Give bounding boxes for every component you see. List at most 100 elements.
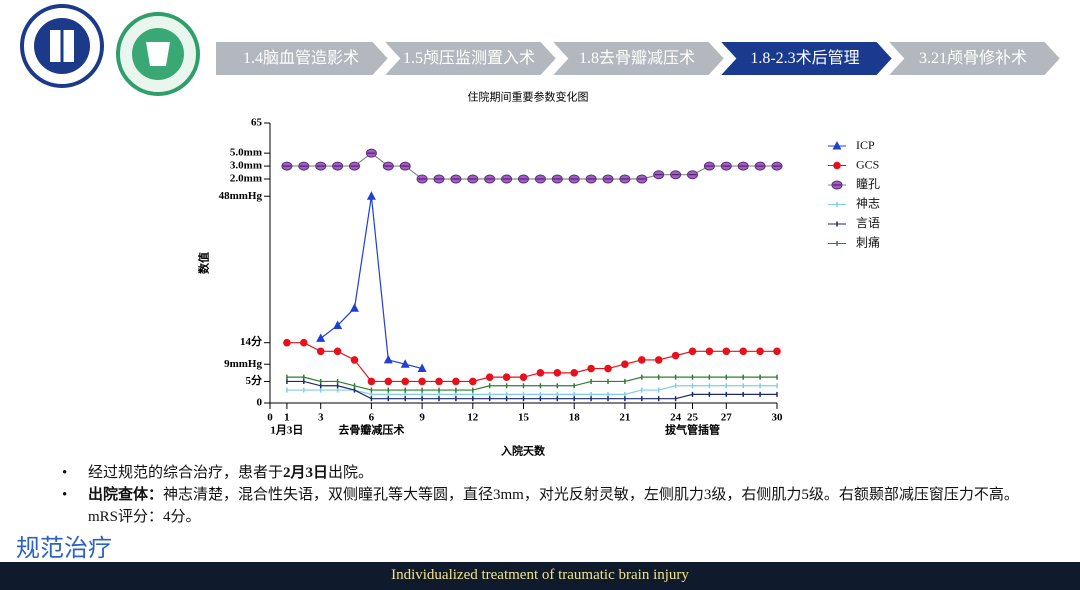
nav-step-label: 1.8-2.3术后管理 <box>750 49 859 67</box>
data-point <box>418 377 426 386</box>
data-point <box>401 377 410 386</box>
data-point <box>705 347 714 356</box>
data-point <box>619 174 631 184</box>
y-tick-label: 2.0mm <box>230 173 262 185</box>
data-point <box>720 161 732 171</box>
data-point <box>399 161 411 171</box>
data-point <box>553 369 562 377</box>
x-tick-label: 3 <box>318 412 324 424</box>
data-point <box>433 174 445 184</box>
data-point <box>300 338 308 347</box>
footer-caption: Individualized treatment of traumatic br… <box>391 567 689 583</box>
data-point <box>773 347 781 356</box>
nav-step <box>548 40 727 77</box>
nav-step <box>380 40 559 77</box>
x-axis-label: 入院天数 <box>501 444 546 458</box>
x-tick-label: 15 <box>518 412 530 424</box>
data-point <box>400 359 410 368</box>
bullet-text: 神志清楚，混合性失语，双侧瞳孔等大等圆，直径3mm，对光反射灵敏，左侧肌力3级，… <box>88 487 1019 525</box>
data-point <box>687 170 698 180</box>
bullet-text: 2月3日 <box>283 465 329 481</box>
data-point <box>671 351 680 360</box>
data-point <box>298 161 310 171</box>
nav-step <box>884 40 1063 77</box>
nav-step-label: 3.21颅骨修补术 <box>919 49 1027 67</box>
legend-marker <box>833 161 841 170</box>
data-point <box>568 174 580 184</box>
y-tick-label: 14分 <box>240 334 262 348</box>
data-point <box>384 377 393 386</box>
x-tick-label: 9 <box>419 412 425 424</box>
data-point <box>636 174 648 184</box>
data-point <box>621 360 629 369</box>
annotation: 拔气管插管 <box>665 423 720 437</box>
legend-label: 刺痛 <box>856 234 880 249</box>
data-point <box>602 174 614 184</box>
nav-step-label: 1.8去骨瓣减压术 <box>579 49 695 67</box>
nav-step <box>214 40 391 77</box>
y-tick-label: 5分 <box>246 373 263 387</box>
section-title: 规范治疗 <box>16 534 112 562</box>
data-point <box>333 347 342 356</box>
x-tick-label: 27 <box>721 412 733 424</box>
data-point <box>519 373 528 381</box>
data-point <box>316 333 326 342</box>
data-point <box>435 377 443 386</box>
data-point <box>350 356 359 364</box>
bullet-text: 经过规范的综合治疗，患者于 <box>88 465 284 481</box>
annotation: 去骨瓣减压术 <box>338 423 404 437</box>
series-line <box>286 376 777 391</box>
data-point <box>417 363 427 373</box>
data-point <box>771 161 783 171</box>
nav-step-label: 1.5颅压监测置入术 <box>403 49 535 67</box>
series-line <box>286 380 777 400</box>
data-point <box>587 364 595 373</box>
x-tick-label: 30 <box>772 412 784 424</box>
bullet-text: 出院查体： <box>88 487 164 503</box>
x-tick-label: 6 <box>369 412 375 424</box>
data-point <box>501 174 513 184</box>
bullet: 出院查体：神志清楚，混合性失语，双侧瞳孔等大等圆，直径3mm，对光反射灵敏，左侧… <box>60 484 1020 528</box>
data-point <box>484 174 496 184</box>
y-tick-label: 0 <box>257 397 263 409</box>
x-tick-label: 0 <box>267 412 273 424</box>
data-point <box>450 174 462 184</box>
data-point <box>365 148 377 158</box>
data-point <box>722 347 731 356</box>
data-point <box>604 364 612 373</box>
x-tick-label: 12 <box>467 412 479 424</box>
data-point <box>688 347 697 356</box>
data-point <box>467 174 479 184</box>
annotation: 1月3日 <box>270 424 303 437</box>
data-point <box>703 161 715 171</box>
data-point <box>452 377 460 386</box>
legend-label: 言语 <box>856 216 880 230</box>
data-point <box>739 347 747 356</box>
data-point <box>754 161 766 171</box>
bullet-list: 经过规范的综合治疗，患者于2月3日出院。 出院查体：神志清楚，混合性失语，双侧瞳… <box>60 462 1020 528</box>
data-point <box>638 356 646 364</box>
data-point <box>570 369 578 377</box>
nav-step-label: 1.4脑血管造影术 <box>243 49 359 67</box>
data-point <box>585 174 597 184</box>
y-tick-label: 5.0mm <box>230 147 262 159</box>
data-point <box>502 373 511 381</box>
data-point <box>350 303 359 312</box>
legend-label: GCS <box>856 157 879 171</box>
data-point <box>551 174 563 184</box>
series-line <box>286 152 777 180</box>
legend-label: ICP <box>856 138 875 152</box>
series-line <box>286 342 777 383</box>
data-point <box>737 161 749 171</box>
series-line <box>286 385 777 395</box>
nav-step <box>716 40 895 77</box>
data-point <box>469 377 477 386</box>
data-point <box>283 338 291 347</box>
y-tick-label: 3.0mm <box>230 160 262 172</box>
x-tick-label: 24 <box>670 412 682 424</box>
data-point <box>536 369 545 377</box>
data-point <box>653 170 665 180</box>
data-point <box>333 320 343 329</box>
y-tick-label: 48mmHg <box>219 190 263 202</box>
